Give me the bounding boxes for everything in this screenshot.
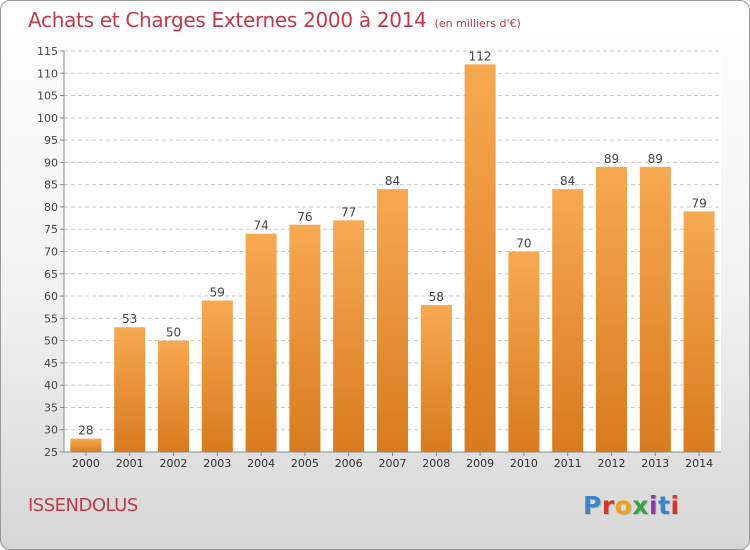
x-tick-label: 2009 bbox=[466, 457, 494, 470]
chart-title-text: Achats et Charges Externes 2000 à 2014 bbox=[28, 8, 427, 32]
x-tick-label: 2013 bbox=[641, 457, 669, 470]
bar-value-label: 77 bbox=[341, 205, 356, 219]
bar-value-label: 53 bbox=[122, 312, 137, 326]
x-tick-label: 2001 bbox=[116, 457, 144, 470]
logo-letter: o bbox=[614, 491, 633, 520]
bar bbox=[333, 220, 365, 452]
commune-name: ISSENDOLUS bbox=[28, 495, 138, 516]
x-tick-label: 2002 bbox=[160, 457, 188, 470]
bar-value-label: 50 bbox=[166, 326, 181, 340]
bar-value-label: 89 bbox=[648, 152, 663, 166]
x-tick-label: 2003 bbox=[203, 457, 231, 470]
y-tick-label: 90 bbox=[44, 156, 58, 169]
y-tick-label: 60 bbox=[44, 290, 58, 303]
y-tick-label: 65 bbox=[44, 268, 58, 281]
bar-value-label: 59 bbox=[210, 286, 225, 300]
bar bbox=[639, 166, 671, 452]
bar-value-label: 112 bbox=[469, 49, 492, 63]
logo-letter: r bbox=[601, 491, 615, 520]
y-tick-label: 40 bbox=[44, 379, 58, 392]
x-tick-label: 2006 bbox=[335, 457, 363, 470]
y-tick-label: 25 bbox=[44, 446, 58, 459]
x-tick-label: 2012 bbox=[598, 457, 626, 470]
bar bbox=[552, 189, 584, 452]
x-tick-label: 2008 bbox=[422, 457, 450, 470]
x-tick-label: 2007 bbox=[379, 457, 407, 470]
x-tick-label: 2000 bbox=[72, 457, 100, 470]
bar-value-label: 74 bbox=[253, 219, 268, 233]
bar bbox=[245, 233, 277, 452]
y-tick-label: 85 bbox=[44, 179, 58, 192]
bar bbox=[420, 304, 452, 452]
y-tick-label: 35 bbox=[44, 401, 58, 414]
logo-letter: t bbox=[658, 491, 671, 520]
bar bbox=[158, 340, 189, 452]
logo-letter: i bbox=[670, 491, 680, 520]
y-tick-label: 115 bbox=[37, 45, 58, 58]
x-tick-label: 2004 bbox=[247, 457, 275, 470]
chart-subtitle: (en milliers d'€) bbox=[434, 17, 521, 30]
proxiti-logo: Proxiti bbox=[583, 491, 680, 520]
bar-value-label: 84 bbox=[385, 174, 400, 188]
y-tick-label: 95 bbox=[44, 134, 58, 147]
chart-title: Achats et Charges Externes 2000 à 2014 (e… bbox=[28, 8, 521, 32]
bar bbox=[596, 166, 627, 452]
y-tick-label: 80 bbox=[44, 201, 58, 214]
bar bbox=[70, 438, 102, 452]
x-tick-label: 2014 bbox=[685, 457, 713, 470]
logo-letter: P bbox=[583, 491, 602, 520]
bar bbox=[201, 300, 233, 452]
logo-letter: x bbox=[632, 491, 649, 520]
bar-value-label: 76 bbox=[297, 210, 312, 224]
bar bbox=[377, 189, 408, 452]
bar bbox=[114, 327, 146, 452]
y-tick-label: 30 bbox=[44, 424, 58, 437]
y-tick-label: 100 bbox=[37, 112, 58, 125]
y-tick-label: 55 bbox=[44, 312, 58, 325]
y-tick-label: 105 bbox=[37, 90, 58, 103]
bar bbox=[508, 251, 540, 452]
logo-letter: i bbox=[649, 491, 659, 520]
y-tick-label: 70 bbox=[44, 246, 58, 259]
bar-value-label: 70 bbox=[516, 237, 531, 251]
x-tick-label: 2011 bbox=[554, 457, 582, 470]
bar bbox=[683, 211, 715, 452]
bar bbox=[289, 224, 321, 452]
y-tick-label: 50 bbox=[44, 335, 58, 348]
y-tick-label: 45 bbox=[44, 357, 58, 370]
bar bbox=[464, 64, 496, 452]
x-tick-label: 2010 bbox=[510, 457, 538, 470]
y-tick-label: 110 bbox=[37, 67, 58, 80]
y-tick-label: 75 bbox=[44, 223, 58, 236]
x-tick-label: 2005 bbox=[291, 457, 319, 470]
bar-value-label: 28 bbox=[78, 424, 93, 438]
bar-value-label: 79 bbox=[691, 196, 706, 210]
bar-value-label: 89 bbox=[604, 152, 619, 166]
bar-value-label: 84 bbox=[560, 174, 575, 188]
bar-value-label: 58 bbox=[429, 290, 444, 304]
